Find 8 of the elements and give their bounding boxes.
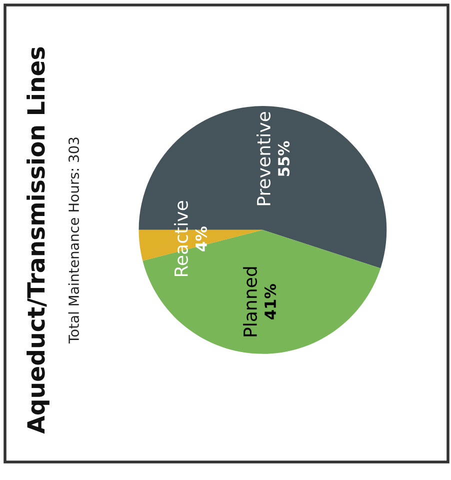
data-label: 4%: [195, 226, 207, 252]
slice-label: Preventive: [256, 112, 271, 206]
data-label: 55%: [278, 141, 290, 176]
slice-label: Planned: [243, 267, 258, 336]
text: Total Maintenance Hours: 303: [68, 138, 80, 344]
data-label: 41%: [264, 284, 276, 320]
slice-label: Reactive: [174, 201, 188, 276]
text: Aqueduct/Transmission Lines: [26, 47, 50, 434]
